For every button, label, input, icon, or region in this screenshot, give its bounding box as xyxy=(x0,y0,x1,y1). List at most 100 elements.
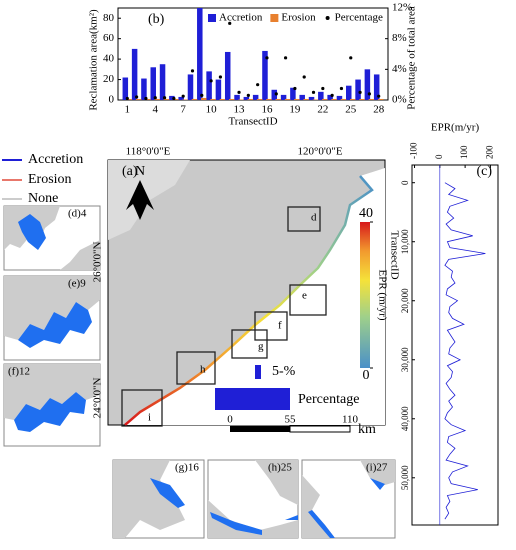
percentage-dot xyxy=(330,93,334,97)
bar xyxy=(135,98,142,100)
inset-g: (g)16 xyxy=(112,459,205,539)
colorbar-tick-label: 0 xyxy=(363,368,370,383)
y-tick-label: 80 xyxy=(103,12,115,24)
percentage-dot xyxy=(367,92,371,96)
y-axis-label: Reclamation area(km²) xyxy=(88,9,100,111)
panel-label: (c) xyxy=(476,164,492,179)
value-tick-label: 200 xyxy=(484,145,494,159)
percentage-dot xyxy=(172,96,176,101)
percentage-dot xyxy=(153,96,157,100)
colorbar-tick-label: 40 xyxy=(359,206,373,221)
x-tick-label: 4 xyxy=(152,104,158,116)
value-tick-label: 0 xyxy=(434,154,444,159)
land xyxy=(4,364,100,420)
zoom-boxes xyxy=(121,206,327,427)
percentage-dot xyxy=(190,69,195,73)
box-label: h xyxy=(200,364,206,376)
map: N (a) 118°0'0"E 120°0'0"E 26°0'0"N 24°0'… xyxy=(92,146,401,438)
bar xyxy=(141,78,147,100)
bar xyxy=(131,48,138,100)
bar xyxy=(308,96,315,100)
box-label: f xyxy=(278,320,282,332)
bar xyxy=(145,98,151,100)
colorbar-label: EPR (m/yr) xyxy=(376,269,388,320)
bar xyxy=(173,98,179,100)
id-tick-label: 40,000 xyxy=(400,406,410,431)
percentage-dot xyxy=(228,21,232,25)
x-tick-label: 10 xyxy=(206,104,218,116)
percentage-dot xyxy=(377,94,381,98)
lat-label: 24°0'0"N xyxy=(92,378,104,419)
bar xyxy=(238,99,244,100)
percentage-dot xyxy=(135,95,139,99)
y-tick-label: 0 xyxy=(109,94,115,106)
zoom-box xyxy=(254,311,288,341)
size-key-small xyxy=(255,365,261,379)
percentage-dot xyxy=(162,96,167,100)
id-tick-label: 30,000 xyxy=(400,347,410,372)
x-tick-label: 25 xyxy=(345,104,357,116)
percentage-dot xyxy=(209,79,213,83)
bar xyxy=(159,64,166,100)
north-arrow xyxy=(126,180,154,220)
land xyxy=(4,276,100,340)
value-axis-label: EPR(m/yr) xyxy=(431,122,480,134)
bar xyxy=(215,79,222,100)
bar xyxy=(163,98,170,100)
legend-label: Erosion xyxy=(281,12,316,24)
percentage-dot xyxy=(200,93,204,97)
bar xyxy=(312,99,319,100)
y2-tick-label: 12% xyxy=(392,2,412,14)
charts: 0 40 0 20 40 60 80 0% 4% 8% 12% 1 4 7 10 13 16 19 22 25 28 Tr… xyxy=(88,2,499,526)
bar xyxy=(169,95,175,100)
scale-label: 0 xyxy=(227,414,233,426)
land xyxy=(302,460,395,538)
epr-line xyxy=(444,182,486,520)
bar xyxy=(178,96,184,100)
bar xyxy=(122,77,129,100)
x-tick-label: 19 xyxy=(289,104,301,116)
bar xyxy=(219,98,226,100)
inset-f: (f)12 xyxy=(3,363,101,447)
x-axis-label: TransectID xyxy=(228,116,277,128)
bar xyxy=(299,94,305,100)
panel-label: (b) xyxy=(148,12,165,27)
scale-unit: km xyxy=(358,422,376,437)
size-key-label: 5-% xyxy=(272,364,296,379)
bar xyxy=(331,98,337,100)
zoom-box xyxy=(289,284,327,316)
legend-label: Erosion xyxy=(28,172,72,187)
bar xyxy=(303,98,309,100)
x-tick-label: 7 xyxy=(180,104,186,116)
bar xyxy=(201,97,207,100)
percentage-dot xyxy=(283,56,288,60)
percentage-dot xyxy=(321,86,325,91)
percentage-dot xyxy=(125,96,129,101)
percentage-dot xyxy=(302,75,306,79)
zoom-box xyxy=(121,389,163,427)
bar xyxy=(280,94,287,100)
inset-label: (e)9 xyxy=(68,278,86,290)
bar xyxy=(126,98,133,100)
percentage-dot xyxy=(218,75,223,79)
inset-i: (i)27 xyxy=(301,459,396,539)
y-tick-label: 40 xyxy=(103,53,115,65)
scale-label: 110 xyxy=(342,414,359,426)
bar xyxy=(182,99,188,100)
bar xyxy=(373,74,380,100)
bar xyxy=(271,89,278,100)
percentage-dot xyxy=(349,56,353,60)
inset-label: (d)4 xyxy=(68,208,87,220)
percentage-dot xyxy=(274,92,278,96)
bar xyxy=(318,91,324,100)
percentage-dot xyxy=(358,90,362,94)
id-tick-label: 10,000 xyxy=(400,229,410,254)
bar xyxy=(355,79,361,100)
bar xyxy=(262,50,268,100)
sea xyxy=(125,168,385,425)
bar xyxy=(247,98,254,100)
plot-frame xyxy=(411,164,499,526)
bar xyxy=(336,95,343,100)
y2-axis-label: Percentage of total area xyxy=(406,6,418,110)
